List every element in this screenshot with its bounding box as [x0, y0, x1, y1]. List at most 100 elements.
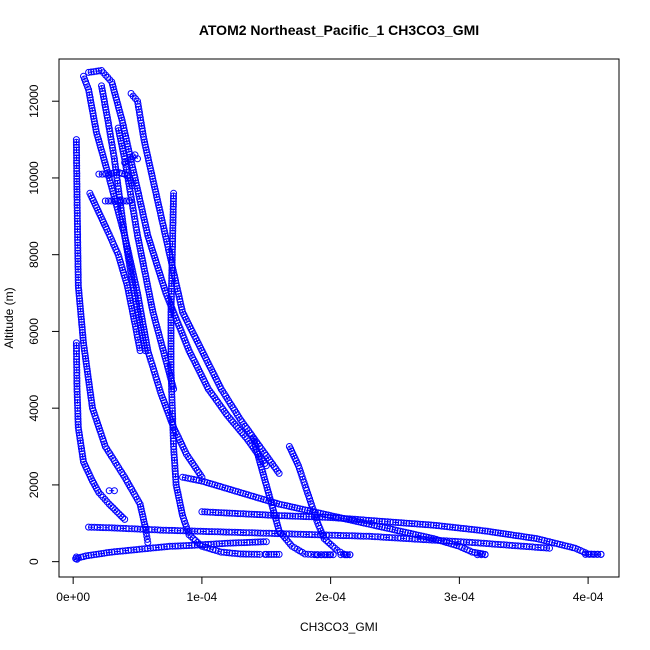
data-point: [74, 239, 82, 247]
data-point: [178, 507, 185, 514]
data-point: [509, 531, 517, 539]
data-point: [129, 312, 137, 320]
data-point: [120, 229, 128, 237]
x-tick-label: 3e-04: [444, 590, 475, 604]
data-point: [204, 385, 212, 393]
data-point: [168, 266, 176, 274]
data-point: [141, 218, 149, 226]
data-point: [90, 117, 98, 125]
data-point: [400, 519, 408, 527]
data-point: [331, 544, 339, 552]
data-point: [267, 550, 275, 558]
data-point: [142, 146, 150, 154]
data-point: [365, 516, 373, 524]
data-point: [73, 151, 81, 159]
data-point: [103, 111, 111, 119]
data-point: [260, 538, 267, 546]
data-point: [341, 551, 349, 559]
data-point: [87, 551, 95, 559]
data-point: [73, 201, 81, 209]
data-point: [73, 207, 81, 214]
data-point: [105, 548, 113, 556]
data-point: [95, 489, 103, 497]
data-point: [449, 523, 457, 531]
data-point: [138, 331, 146, 339]
data-point: [142, 221, 149, 229]
data-point: [504, 530, 512, 538]
data-point: [520, 533, 528, 541]
x-tick-label: 1e-04: [187, 590, 218, 604]
data-point: [92, 550, 100, 558]
data-point: [327, 540, 335, 548]
data-point: [386, 518, 394, 526]
data-point: [100, 93, 107, 100]
y-tick-label: 0: [27, 558, 41, 565]
data-point: [74, 257, 82, 265]
data-point: [128, 304, 136, 312]
data-point: [305, 513, 313, 521]
data-point: [79, 453, 87, 461]
data-point: [87, 68, 95, 76]
data-point: [522, 533, 530, 541]
data-point: [144, 154, 152, 162]
data-point: [253, 550, 261, 558]
data-point: [359, 516, 367, 524]
data-point: [593, 550, 601, 558]
data-point: [512, 532, 520, 540]
data-point: [149, 306, 156, 314]
data-point: [168, 277, 176, 285]
data-point: [167, 345, 175, 353]
data-point: [294, 512, 302, 520]
data-point: [167, 327, 175, 335]
data-point: [551, 539, 559, 547]
data-point: [74, 276, 82, 284]
data-point: [167, 348, 175, 355]
data-point: [72, 138, 80, 146]
data-point: [74, 233, 82, 241]
data-point: [73, 353, 81, 360]
data-point: [77, 308, 85, 315]
data-point: [168, 251, 176, 259]
data-point: [133, 229, 141, 237]
data-point: [168, 261, 176, 269]
data-point: [126, 255, 134, 263]
data-point: [478, 527, 486, 535]
data-point: [74, 260, 82, 268]
series-8: [86, 189, 144, 355]
data-point: [135, 316, 143, 324]
data-point: [74, 268, 82, 276]
data-point: [87, 396, 95, 404]
data-point: [177, 504, 185, 512]
data-point: [73, 366, 81, 374]
x-axis: 0e+00 1e-04 2e-04 3e-04 4e-04: [56, 576, 604, 604]
data-point: [273, 550, 281, 558]
data-point: [76, 300, 84, 308]
data-point: [319, 513, 326, 521]
data-point: [168, 391, 176, 398]
data-point: [227, 416, 235, 424]
data-point: [507, 531, 515, 539]
data-point: [73, 347, 80, 355]
data-point: [83, 362, 91, 370]
data-point: [111, 506, 119, 514]
data-point: [88, 399, 96, 407]
data-point: [79, 329, 86, 336]
data-point: [84, 373, 92, 381]
data-point: [130, 315, 138, 323]
data-point: [160, 225, 168, 232]
series-15: [179, 473, 489, 558]
data-point: [140, 136, 148, 144]
data-point: [494, 529, 502, 537]
data-point: [275, 500, 283, 508]
data-point: [370, 517, 378, 525]
data-point: [118, 215, 126, 223]
data-point: [123, 197, 131, 205]
data-point: [272, 512, 280, 519]
data-point: [168, 285, 175, 293]
data-point: [81, 352, 89, 360]
data-point: [275, 469, 283, 477]
data-point: [546, 544, 553, 552]
data-point: [80, 344, 88, 352]
data-point: [313, 513, 321, 521]
data-point: [167, 300, 175, 308]
